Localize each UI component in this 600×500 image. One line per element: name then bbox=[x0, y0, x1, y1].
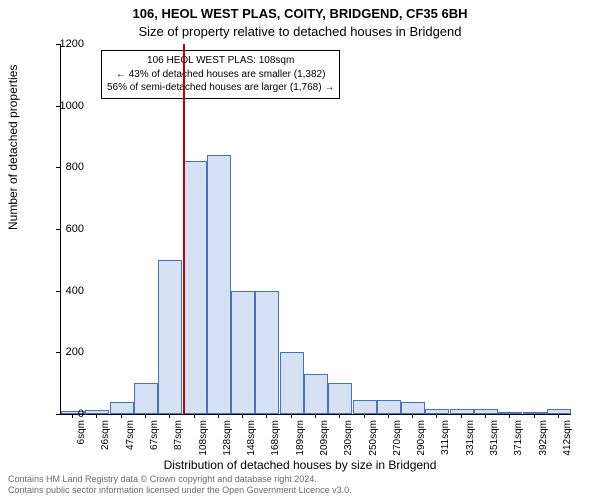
histogram-bar bbox=[498, 412, 522, 414]
x-tick-label: 67sqm bbox=[149, 420, 160, 480]
histogram-bar bbox=[328, 383, 352, 414]
y-tick-mark bbox=[56, 44, 60, 45]
y-tick-label: 1200 bbox=[44, 38, 84, 50]
y-tick-label: 600 bbox=[44, 223, 84, 235]
x-tick-mark bbox=[485, 414, 486, 418]
x-tick-mark bbox=[291, 414, 292, 418]
y-axis-label: Number of detached properties bbox=[6, 65, 20, 230]
plot-area: 106 HEOL WEST PLAS: 108sqm ← 43% of deta… bbox=[60, 44, 571, 415]
x-tick-label: 270sqm bbox=[392, 420, 403, 480]
histogram-bar bbox=[353, 400, 377, 414]
y-tick-label: 800 bbox=[44, 161, 84, 173]
histogram-bar bbox=[547, 409, 571, 414]
histogram-bar bbox=[377, 400, 401, 414]
histogram-bar bbox=[134, 383, 158, 414]
x-tick-label: 311sqm bbox=[440, 420, 451, 480]
x-tick-mark bbox=[412, 414, 413, 418]
x-tick-label: 351sqm bbox=[489, 420, 500, 480]
x-tick-mark bbox=[509, 414, 510, 418]
histogram-bar bbox=[255, 291, 279, 414]
x-tick-mark bbox=[266, 414, 267, 418]
histogram-bar bbox=[523, 412, 547, 414]
x-tick-label: 331sqm bbox=[465, 420, 476, 480]
y-tick-mark bbox=[56, 352, 60, 353]
y-tick-mark bbox=[56, 291, 60, 292]
x-tick-label: 412sqm bbox=[562, 420, 573, 480]
x-tick-label: 250sqm bbox=[368, 420, 379, 480]
x-tick-label: 230sqm bbox=[343, 420, 354, 480]
x-tick-label: 128sqm bbox=[222, 420, 233, 480]
histogram-bar bbox=[85, 410, 109, 414]
chart-title: 106, HEOL WEST PLAS, COITY, BRIDGEND, CF… bbox=[0, 6, 600, 21]
y-tick-label: 1000 bbox=[44, 100, 84, 112]
x-tick-label: 189sqm bbox=[295, 420, 306, 480]
x-tick-mark bbox=[534, 414, 535, 418]
x-tick-mark bbox=[436, 414, 437, 418]
x-tick-mark bbox=[388, 414, 389, 418]
x-tick-label: 371sqm bbox=[513, 420, 524, 480]
x-tick-mark bbox=[194, 414, 195, 418]
y-tick-mark bbox=[56, 167, 60, 168]
histogram-bar bbox=[158, 260, 182, 414]
histogram-bar bbox=[425, 409, 449, 414]
y-tick-label: 0 bbox=[44, 408, 84, 420]
chart-wrapper: { "chart": { "type": "histogram", "title… bbox=[0, 0, 600, 500]
y-tick-label: 200 bbox=[44, 346, 84, 358]
callout-box: 106 HEOL WEST PLAS: 108sqm ← 43% of deta… bbox=[101, 50, 340, 99]
x-tick-label: 209sqm bbox=[319, 420, 330, 480]
histogram-bar bbox=[304, 374, 328, 414]
x-tick-mark bbox=[461, 414, 462, 418]
y-tick-mark bbox=[56, 414, 60, 415]
footer-line2: Contains public sector information licen… bbox=[8, 485, 592, 496]
chart-subtitle: Size of property relative to detached ho… bbox=[0, 24, 600, 39]
x-tick-label: 392sqm bbox=[538, 420, 549, 480]
histogram-bar bbox=[231, 291, 255, 414]
histogram-bar bbox=[280, 352, 304, 414]
y-tick-mark bbox=[56, 106, 60, 107]
x-tick-mark bbox=[169, 414, 170, 418]
histogram-bar bbox=[474, 409, 498, 414]
x-tick-label: 168sqm bbox=[270, 420, 281, 480]
reference-marker bbox=[183, 44, 185, 414]
x-tick-label: 47sqm bbox=[125, 420, 136, 480]
x-tick-label: 148sqm bbox=[246, 420, 257, 480]
y-tick-label: 400 bbox=[44, 285, 84, 297]
x-tick-mark bbox=[364, 414, 365, 418]
x-tick-mark bbox=[558, 414, 559, 418]
x-tick-mark bbox=[218, 414, 219, 418]
histogram-bar bbox=[207, 155, 231, 414]
x-tick-label: 87sqm bbox=[173, 420, 184, 480]
x-tick-label: 6sqm bbox=[76, 420, 87, 480]
histogram-bar bbox=[183, 161, 207, 414]
callout-line2: ← 43% of detached houses are smaller (1,… bbox=[107, 68, 334, 82]
x-tick-mark bbox=[72, 414, 73, 418]
x-tick-label: 26sqm bbox=[100, 420, 111, 480]
histogram-bar bbox=[401, 402, 425, 414]
x-tick-label: 290sqm bbox=[416, 420, 427, 480]
x-tick-mark bbox=[315, 414, 316, 418]
x-tick-mark bbox=[96, 414, 97, 418]
x-tick-mark bbox=[145, 414, 146, 418]
x-tick-mark bbox=[339, 414, 340, 418]
histogram-bar bbox=[450, 409, 474, 414]
histogram-bar bbox=[110, 402, 134, 414]
y-tick-mark bbox=[56, 229, 60, 230]
callout-line1: 106 HEOL WEST PLAS: 108sqm bbox=[107, 54, 334, 68]
x-tick-mark bbox=[121, 414, 122, 418]
x-tick-mark bbox=[242, 414, 243, 418]
callout-line3: 56% of semi-detached houses are larger (… bbox=[107, 81, 334, 95]
x-tick-label: 108sqm bbox=[198, 420, 209, 480]
